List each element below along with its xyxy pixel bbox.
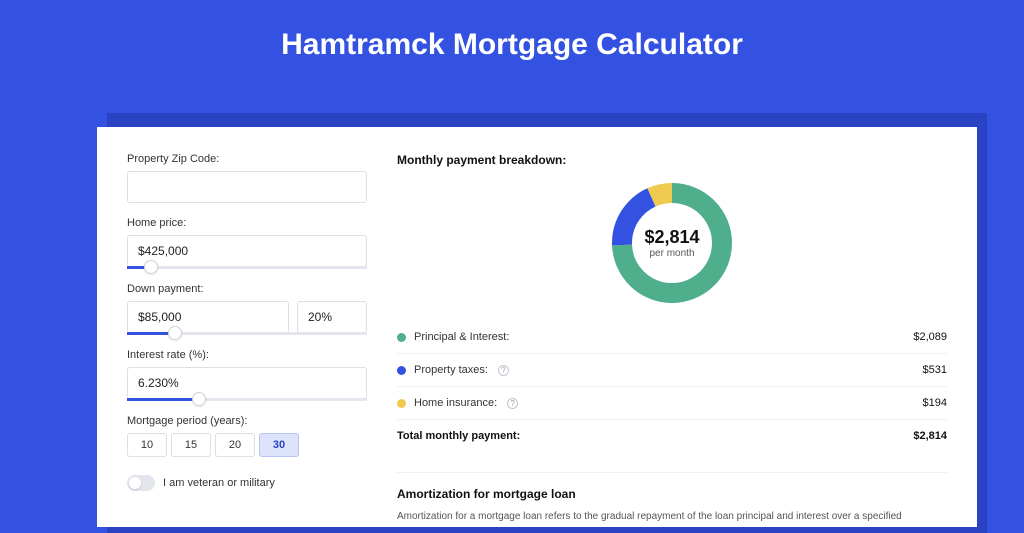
down-payment-label: Down payment: <box>127 283 367 295</box>
period-field: Mortgage period (years): 10152030 <box>127 415 367 457</box>
amortization-section: Amortization for mortgage loan Amortizat… <box>397 472 947 524</box>
breakdown-title: Monthly payment breakdown: <box>397 153 947 167</box>
legend-row: Property taxes:? $531 <box>397 354 947 387</box>
legend-label: Home insurance: <box>414 397 497 409</box>
total-value: $2,814 <box>913 430 947 442</box>
interest-rate-input[interactable] <box>127 367 367 399</box>
home-price-input[interactable] <box>127 235 367 267</box>
total-label: Total monthly payment: <box>397 430 520 442</box>
legend-label: Property taxes: <box>414 364 488 376</box>
period-option-20[interactable]: 20 <box>215 433 255 457</box>
legend-value: $2,089 <box>913 331 947 343</box>
amortization-title: Amortization for mortgage loan <box>397 487 947 501</box>
page-title: Hamtramck Mortgage Calculator <box>0 0 1024 82</box>
info-icon[interactable]: ? <box>507 398 518 409</box>
interest-rate-slider[interactable] <box>127 398 367 401</box>
veteran-row: I am veteran or military <box>127 475 367 491</box>
period-label: Mortgage period (years): <box>127 415 367 427</box>
down-payment-percent-input[interactable] <box>297 301 367 333</box>
interest-rate-field: Interest rate (%): <box>127 349 367 401</box>
period-option-15[interactable]: 15 <box>171 433 211 457</box>
zip-input[interactable] <box>127 171 367 203</box>
zip-label: Property Zip Code: <box>127 153 367 165</box>
zip-field: Property Zip Code: <box>127 153 367 203</box>
total-row: Total monthly payment: $2,814 <box>397 420 947 452</box>
down-payment-field: Down payment: <box>127 283 367 335</box>
legend-value: $194 <box>923 397 947 409</box>
breakdown-column: Monthly payment breakdown: $2,814 per mo… <box>397 153 947 524</box>
legend-label: Principal & Interest: <box>414 331 509 343</box>
down-payment-slider[interactable] <box>127 332 367 335</box>
donut-sublabel: per month <box>649 248 694 259</box>
donut-amount: $2,814 <box>644 227 699 248</box>
veteran-toggle[interactable] <box>127 475 155 491</box>
donut-chart: $2,814 per month <box>612 183 732 303</box>
home-price-slider[interactable] <box>127 266 367 269</box>
calculator-card: Property Zip Code: Home price: Down paym… <box>97 127 977 527</box>
donut-chart-wrap: $2,814 per month <box>397 177 947 321</box>
home-price-field: Home price: <box>127 217 367 269</box>
legend-dot <box>397 399 406 408</box>
inputs-column: Property Zip Code: Home price: Down paym… <box>127 153 367 524</box>
down-payment-slider-thumb[interactable] <box>168 326 182 340</box>
legend-dot <box>397 366 406 375</box>
legend-row: Home insurance:? $194 <box>397 387 947 420</box>
veteran-label: I am veteran or military <box>163 477 275 489</box>
info-icon[interactable]: ? <box>498 365 509 376</box>
home-price-label: Home price: <box>127 217 367 229</box>
down-payment-input[interactable] <box>127 301 289 333</box>
legend-row: Principal & Interest: $2,089 <box>397 321 947 354</box>
home-price-slider-thumb[interactable] <box>144 260 158 274</box>
amortization-text: Amortization for a mortgage loan refers … <box>397 509 947 524</box>
period-option-10[interactable]: 10 <box>127 433 167 457</box>
period-option-30[interactable]: 30 <box>259 433 299 457</box>
legend-dot <box>397 333 406 342</box>
interest-rate-label: Interest rate (%): <box>127 349 367 361</box>
legend-value: $531 <box>923 364 947 376</box>
interest-rate-slider-thumb[interactable] <box>192 392 206 406</box>
